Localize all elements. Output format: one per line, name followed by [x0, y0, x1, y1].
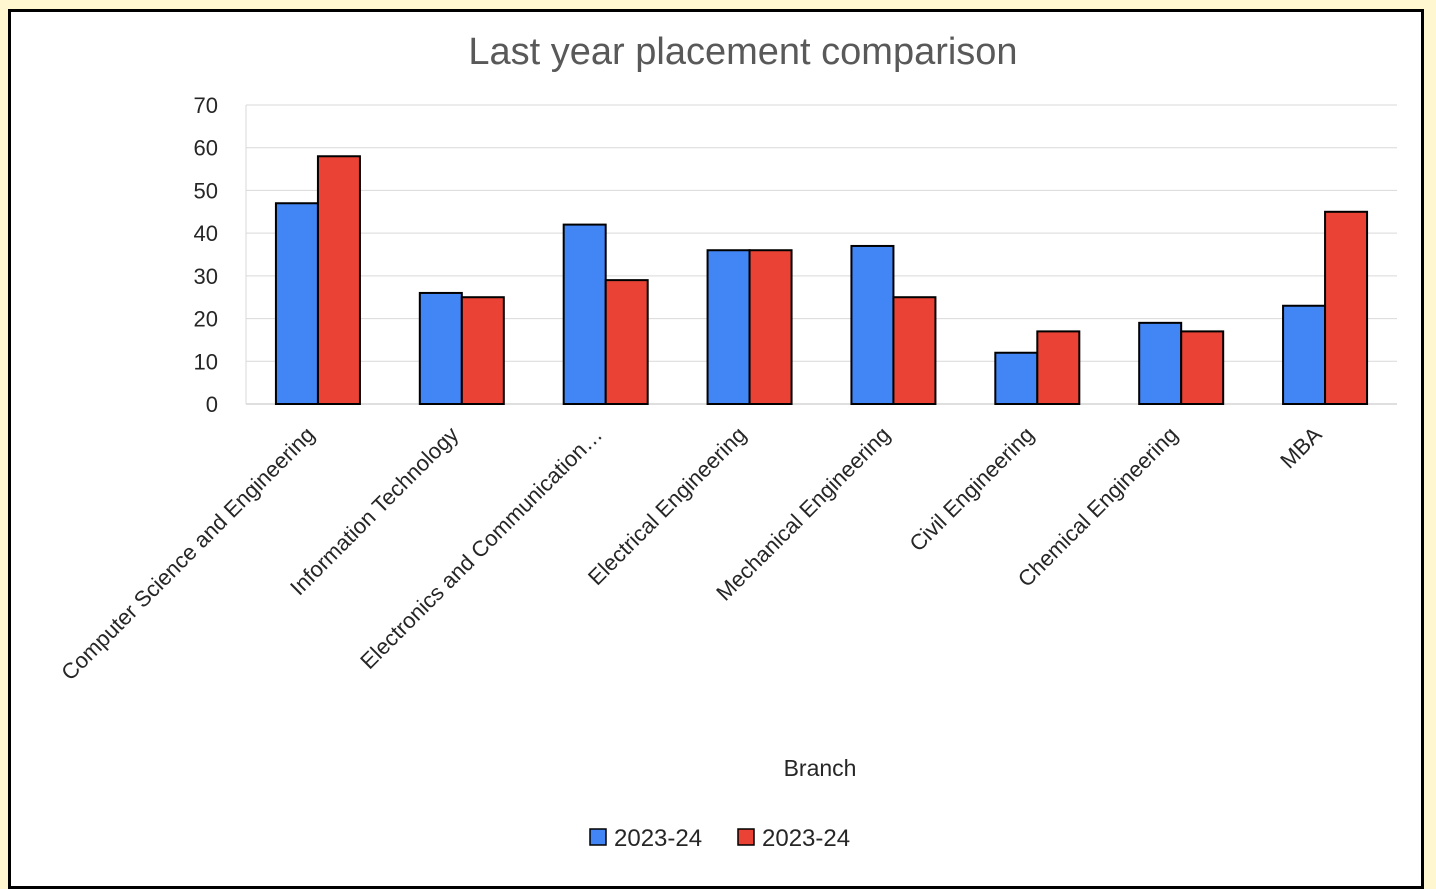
bar — [1282, 304, 1327, 405]
bar — [1324, 210, 1369, 405]
legend-swatch — [589, 828, 607, 846]
legend-label: 2023-24 — [762, 825, 850, 852]
bar — [994, 351, 1039, 405]
y-tick-label: 0 — [206, 392, 218, 417]
bar — [748, 249, 793, 405]
y-tick-label: 60 — [194, 136, 218, 161]
bar-chart: Last year placement comparison 0 10 20 30 40… — [56, 31, 1397, 852]
y-tick-label: 10 — [194, 349, 218, 374]
x-tick-label: Information Technology — [285, 422, 463, 600]
bar — [562, 223, 607, 405]
bar — [1036, 330, 1081, 405]
bar — [1180, 330, 1225, 405]
bar — [1138, 321, 1183, 406]
x-tick-label: Electrical Engineering — [583, 422, 751, 590]
bar — [850, 244, 895, 405]
bar — [316, 155, 361, 405]
y-tick-label: 30 — [194, 264, 218, 289]
bar — [892, 296, 937, 406]
x-tick-label: Chemical Engineering — [1013, 422, 1183, 592]
bar — [418, 291, 463, 406]
y-tick-label: 20 — [194, 307, 218, 332]
legend-swatch — [737, 828, 755, 846]
y-tick-label: 40 — [194, 221, 218, 246]
bar — [274, 202, 319, 405]
x-tick-label: Computer Science and Engineering — [56, 422, 319, 685]
chart-title: Last year placement comparison — [468, 31, 1017, 73]
chart-frame — [8, 9, 1424, 889]
y-tick-label: 70 — [194, 93, 218, 118]
legend-label: 2023-24 — [614, 825, 702, 852]
x-tick-label: MBA — [1275, 422, 1327, 474]
x-tick-label: Electronics and Communication… — [355, 422, 607, 674]
x-tick-label: Civil Engineering — [904, 422, 1038, 556]
legend-item: 2023-24 — [589, 825, 702, 852]
y-tick-label: 50 — [194, 178, 218, 203]
bar — [604, 279, 649, 405]
legend-item: 2023-24 — [737, 825, 850, 852]
bar — [706, 249, 751, 405]
x-axis-title: Branch — [784, 755, 857, 781]
bar — [460, 296, 505, 406]
